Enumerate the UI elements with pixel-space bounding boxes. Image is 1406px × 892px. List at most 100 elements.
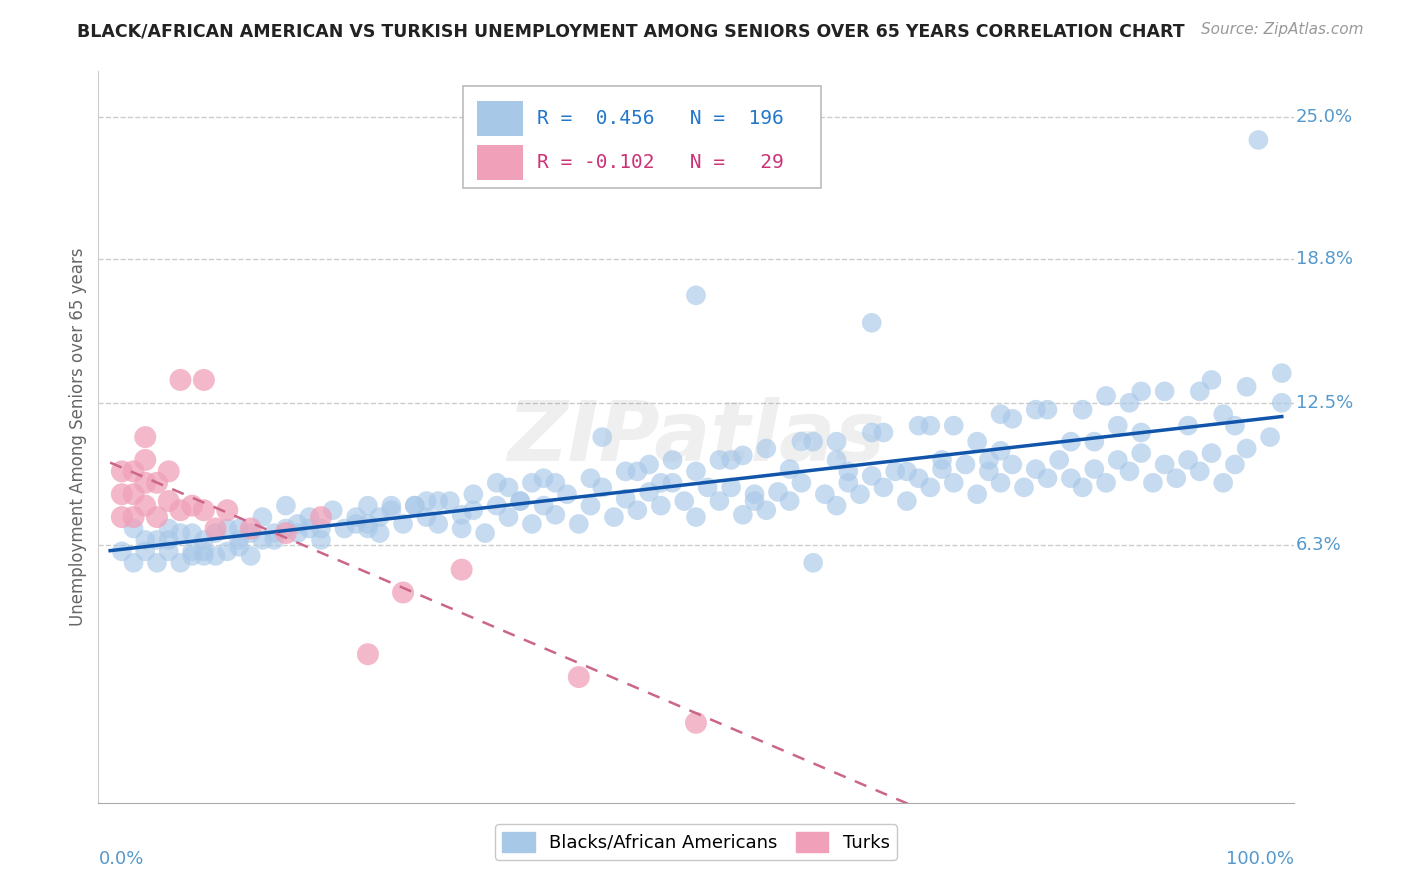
Point — [755, 503, 778, 517]
Point — [509, 494, 531, 508]
Point — [157, 533, 180, 547]
Point — [1177, 453, 1199, 467]
Point — [122, 510, 145, 524]
Point — [801, 434, 824, 449]
Point — [709, 453, 731, 467]
Point — [169, 556, 191, 570]
Point — [544, 475, 567, 490]
Point — [1223, 418, 1246, 433]
Point — [239, 526, 262, 541]
Point — [790, 475, 813, 490]
Point — [1201, 446, 1223, 460]
Point — [837, 464, 859, 478]
Point — [990, 475, 1012, 490]
Point — [474, 526, 496, 541]
Point — [404, 499, 426, 513]
Point — [720, 480, 742, 494]
Point — [931, 453, 953, 467]
Point — [626, 464, 648, 478]
Point — [274, 526, 297, 541]
Point — [357, 647, 380, 661]
Point — [884, 464, 907, 478]
Point — [1047, 453, 1070, 467]
Point — [498, 480, 520, 494]
Point — [193, 549, 215, 563]
Point — [122, 464, 145, 478]
Point — [1025, 402, 1047, 417]
Point — [1153, 458, 1175, 472]
Point — [322, 503, 344, 517]
Point — [603, 510, 626, 524]
Point — [228, 540, 250, 554]
Point — [146, 510, 169, 524]
Point — [392, 516, 415, 531]
Point — [1177, 418, 1199, 433]
Point — [1201, 373, 1223, 387]
Point — [685, 464, 707, 478]
Point — [990, 443, 1012, 458]
Point — [122, 487, 145, 501]
Point — [977, 464, 1000, 478]
Point — [942, 475, 965, 490]
Point — [134, 453, 156, 467]
Point — [626, 503, 648, 517]
Point — [1212, 475, 1234, 490]
Point — [357, 516, 380, 531]
Point — [966, 434, 988, 449]
Point — [685, 288, 707, 302]
Point — [1130, 446, 1153, 460]
Point — [181, 544, 204, 558]
Point — [825, 499, 848, 513]
Point — [1071, 402, 1094, 417]
Point — [814, 487, 837, 501]
Point — [485, 475, 508, 490]
Point — [1258, 430, 1281, 444]
Point — [274, 499, 297, 513]
Point — [1012, 480, 1035, 494]
Point — [1071, 480, 1094, 494]
Point — [1107, 453, 1129, 467]
Point — [111, 510, 134, 524]
Point — [673, 494, 696, 508]
Point — [1025, 462, 1047, 476]
Point — [239, 521, 262, 535]
Point — [415, 510, 437, 524]
Point — [193, 373, 215, 387]
FancyBboxPatch shape — [477, 101, 523, 136]
Point — [931, 462, 953, 476]
Point — [344, 510, 367, 524]
Point — [169, 503, 191, 517]
Point — [837, 475, 859, 490]
Point — [779, 494, 801, 508]
Point — [1236, 442, 1258, 456]
Point — [1095, 475, 1118, 490]
Point — [357, 499, 380, 513]
Point — [111, 464, 134, 478]
Point — [614, 491, 637, 506]
Point — [1107, 418, 1129, 433]
Text: 18.8%: 18.8% — [1296, 250, 1353, 268]
Text: 25.0%: 25.0% — [1296, 108, 1353, 126]
Text: R =  0.456   N =  196: R = 0.456 N = 196 — [537, 109, 783, 128]
Point — [169, 373, 191, 387]
Point — [1188, 464, 1211, 478]
Point — [228, 533, 250, 547]
Point — [1036, 402, 1059, 417]
Point — [450, 563, 472, 577]
Point — [1166, 471, 1188, 485]
Point — [614, 464, 637, 478]
Point — [696, 480, 718, 494]
Point — [217, 503, 239, 517]
Point — [896, 464, 918, 478]
Point — [368, 510, 391, 524]
Point — [825, 453, 848, 467]
Point — [415, 494, 437, 508]
FancyBboxPatch shape — [477, 145, 523, 179]
Point — [860, 469, 883, 483]
Point — [157, 521, 180, 535]
Point — [520, 516, 543, 531]
Point — [533, 499, 555, 513]
Point — [157, 494, 180, 508]
Point — [263, 533, 285, 547]
Point — [309, 521, 332, 535]
